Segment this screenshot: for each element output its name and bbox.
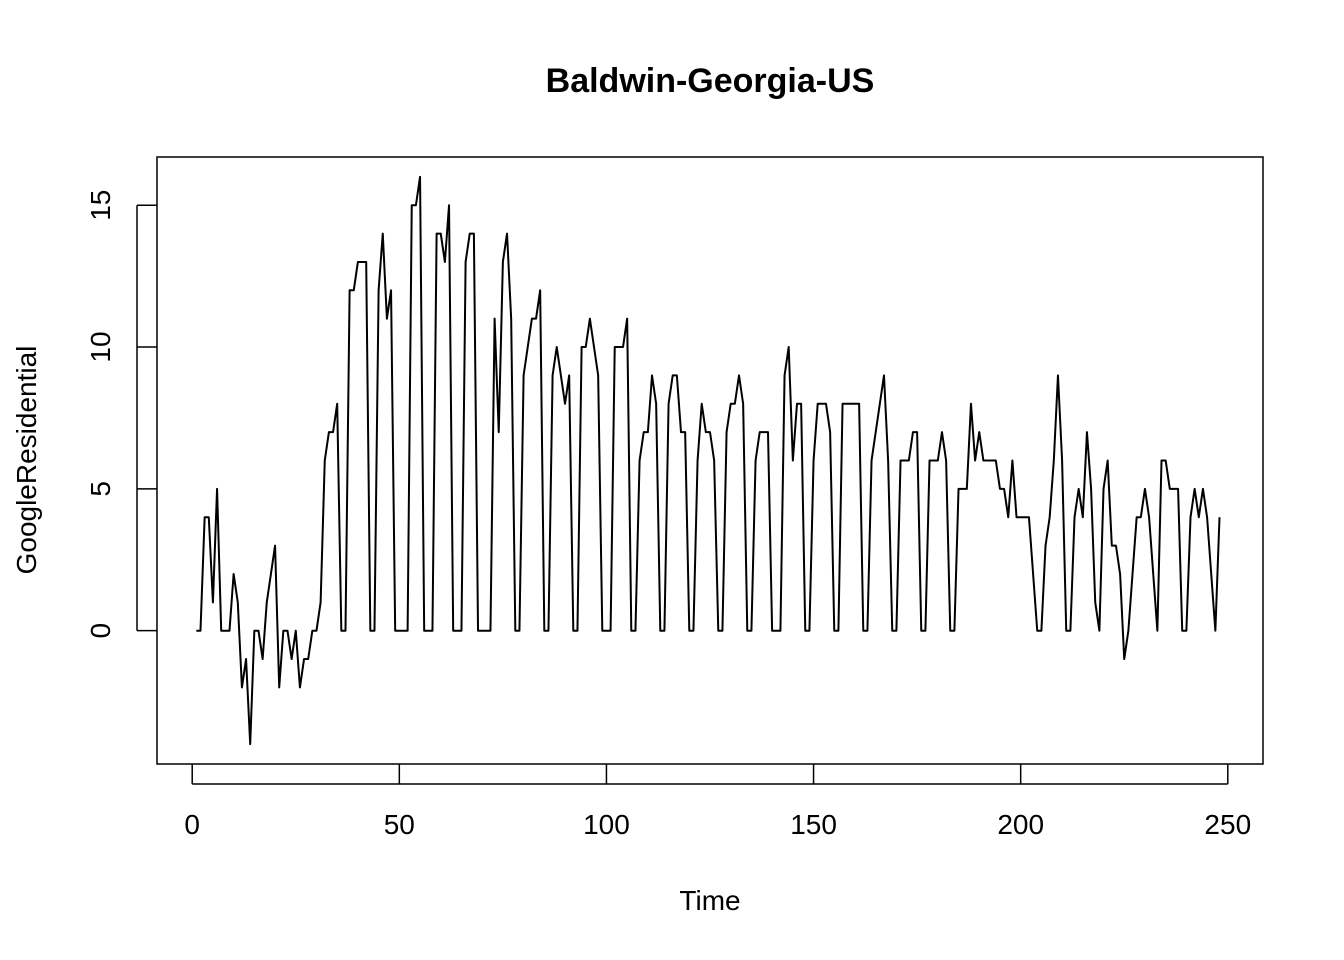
x-tick-label: 100 <box>583 809 630 840</box>
x-tick-label: 200 <box>997 809 1044 840</box>
x-tick-label: 0 <box>184 809 200 840</box>
x-tick-label: 50 <box>384 809 415 840</box>
y-axis-label: GoogleResidential <box>11 346 42 575</box>
series-layer <box>196 175 1221 746</box>
plot-area-border <box>156 156 1264 765</box>
y-axis: 0 5 10 15 <box>85 190 157 639</box>
y-tick-label: 5 <box>85 481 116 497</box>
y-tick-label: 0 <box>85 623 116 639</box>
series-line-0 <box>196 175 1221 746</box>
chart-title: Baldwin-Georgia-US <box>546 62 875 100</box>
x-axis: 0 50 100 150 200 250 <box>184 764 1251 840</box>
x-tick-label: 250 <box>1204 809 1251 840</box>
x-tick-label: 150 <box>790 809 837 840</box>
y-tick-label: 10 <box>85 331 116 362</box>
x-axis-label: Time <box>679 885 740 916</box>
y-tick-label: 15 <box>85 190 116 221</box>
